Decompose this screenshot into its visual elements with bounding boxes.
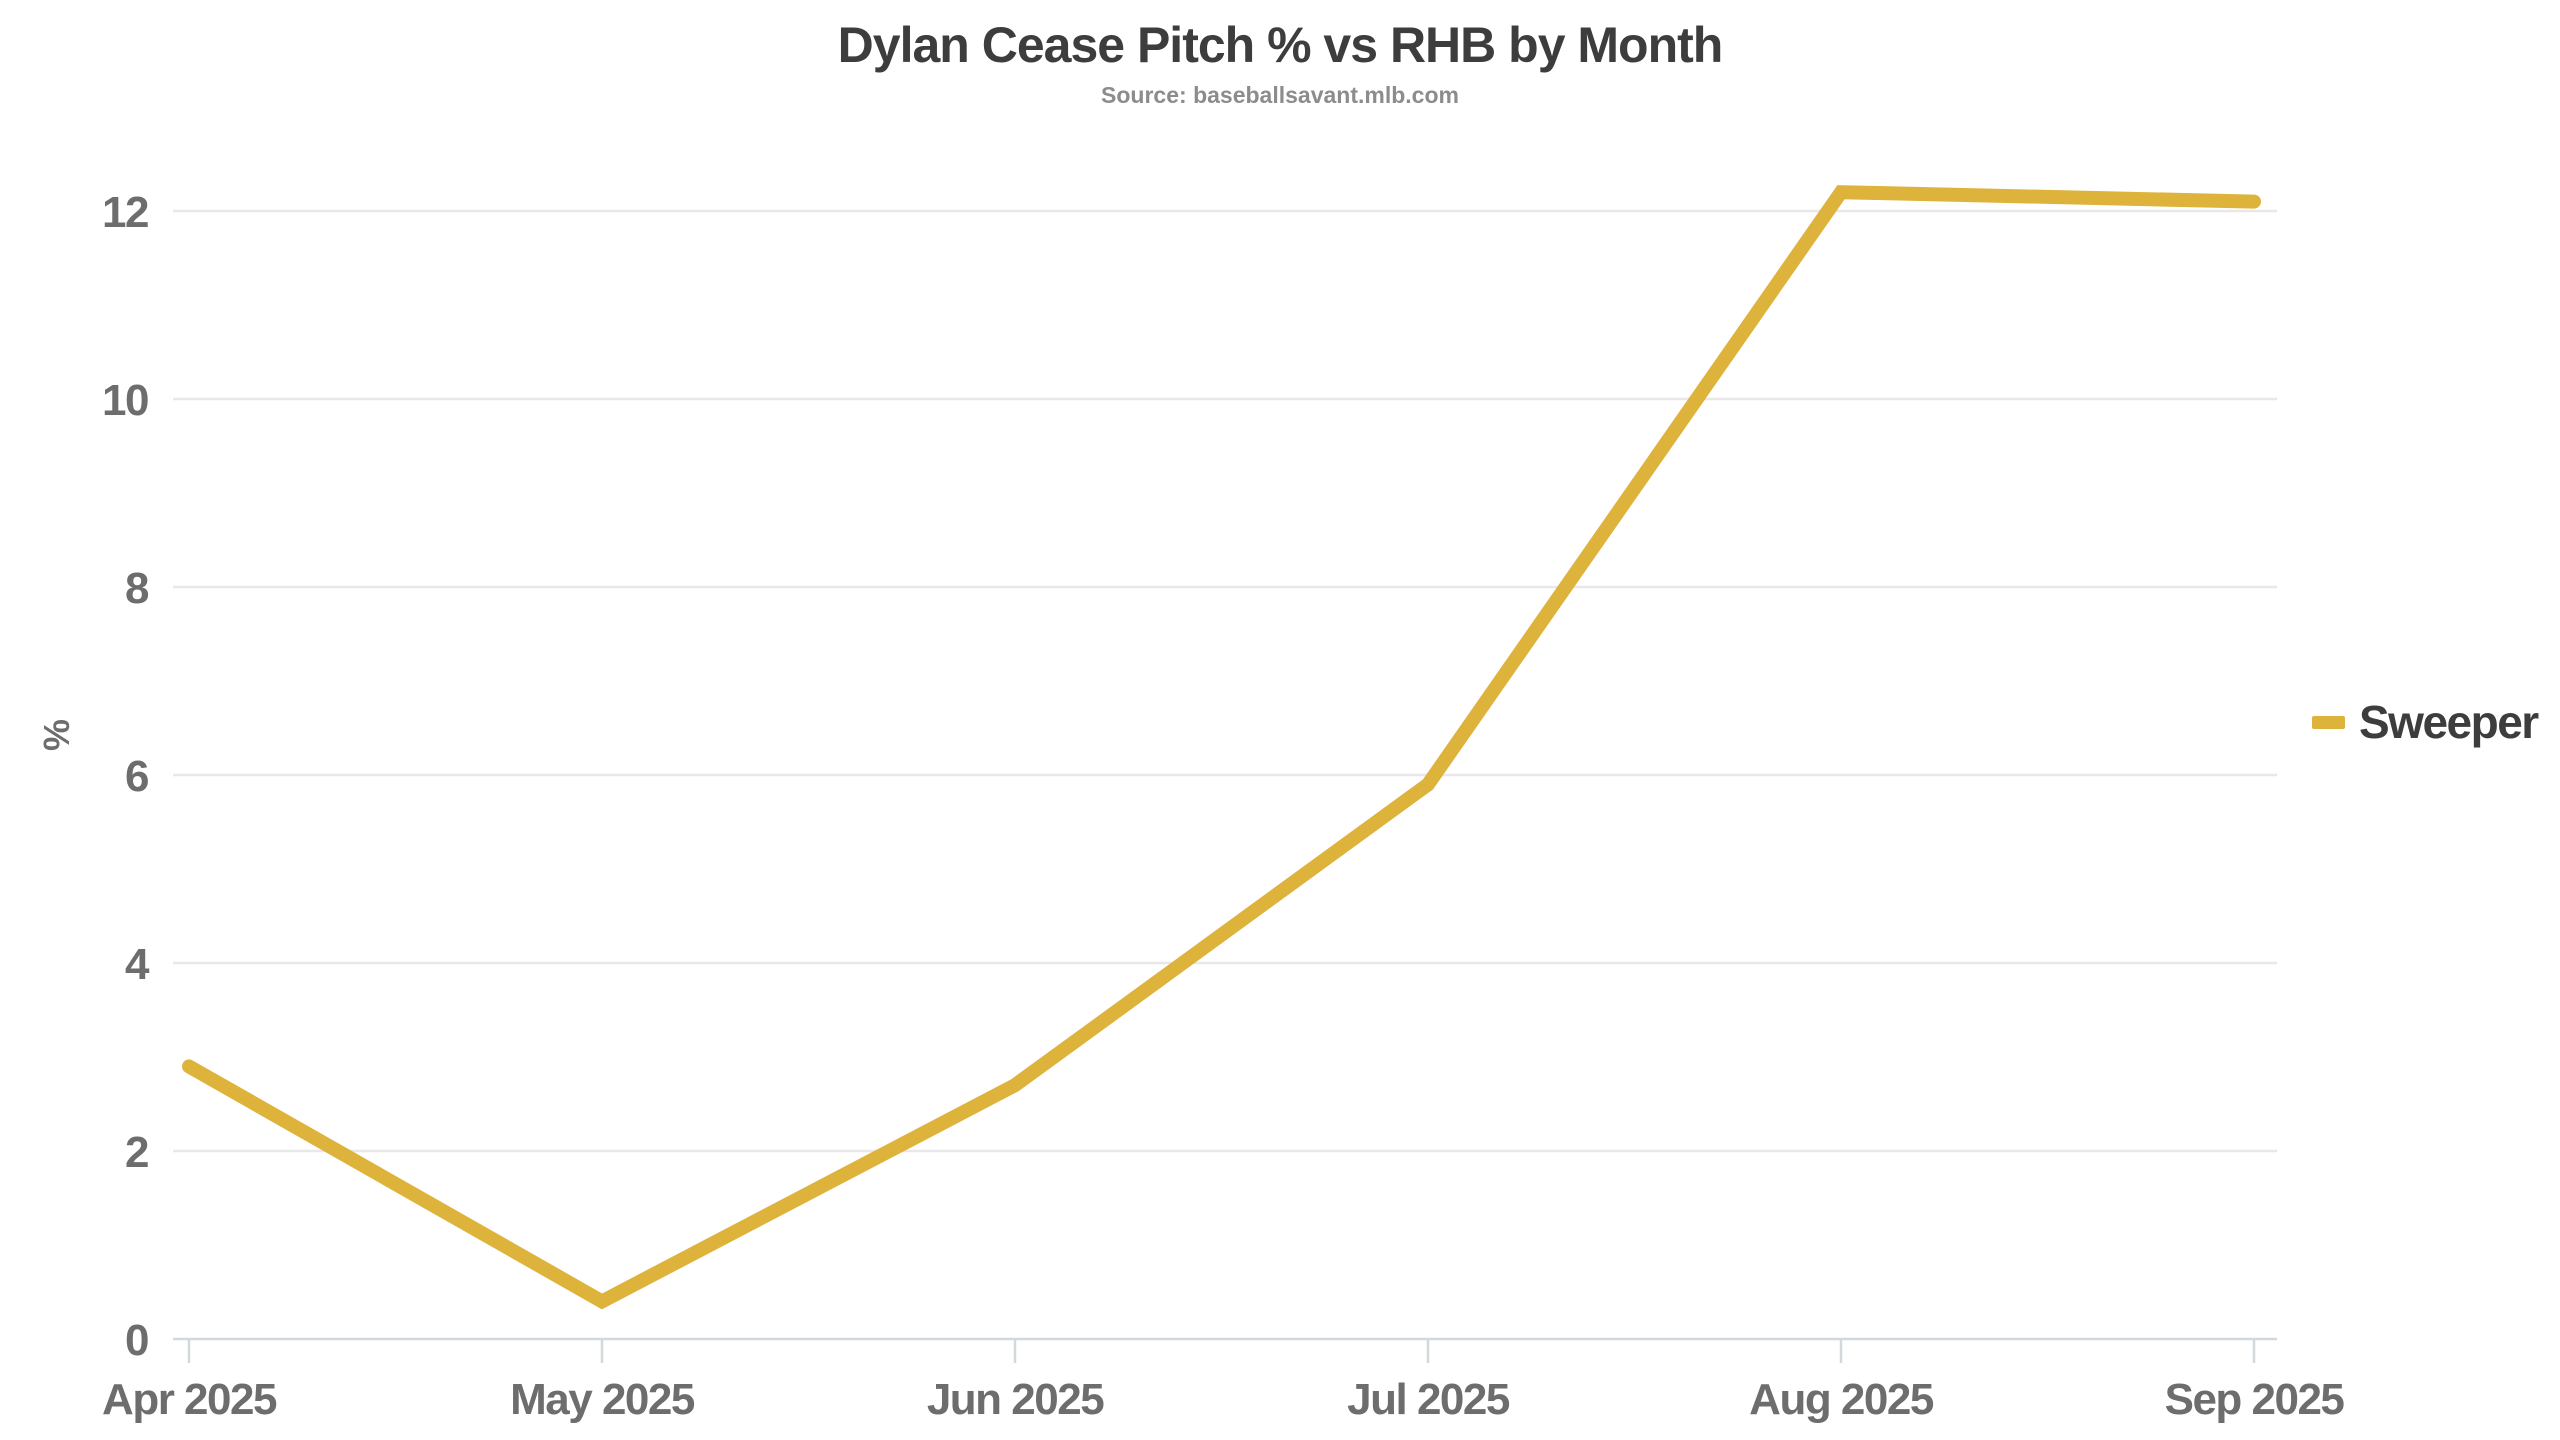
- y-tick-label: 8: [125, 564, 149, 613]
- x-tick-label: Jul 2025: [1347, 1375, 1510, 1424]
- legend-swatch-sweeper: [2312, 715, 2345, 729]
- series-line-sweeper: [182, 185, 2261, 1310]
- chart-subtitle: Source: baseballsavant.mlb.com: [1101, 82, 1459, 108]
- x-tick-label: May 2025: [510, 1375, 695, 1424]
- x-tick-label: Jun 2025: [927, 1375, 1104, 1424]
- y-tick-label: 2: [125, 1128, 148, 1177]
- legend: Sweeper: [2312, 696, 2539, 748]
- y-tick-label: 12: [102, 188, 148, 237]
- x-tick-label: Sep 2025: [2165, 1375, 2345, 1424]
- y-tick-label: 10: [102, 376, 148, 425]
- y-tick-label: 0: [125, 1316, 148, 1365]
- y-tick-label: 4: [125, 940, 150, 989]
- chart-title: Dylan Cease Pitch % vs RHB by Month: [837, 17, 1724, 73]
- legend-label-sweeper: Sweeper: [2359, 696, 2539, 748]
- y-tick-label: 6: [125, 752, 148, 801]
- x-tick-label: Aug 2025: [1749, 1375, 1934, 1424]
- x-tick-label: Apr 2025: [102, 1375, 277, 1424]
